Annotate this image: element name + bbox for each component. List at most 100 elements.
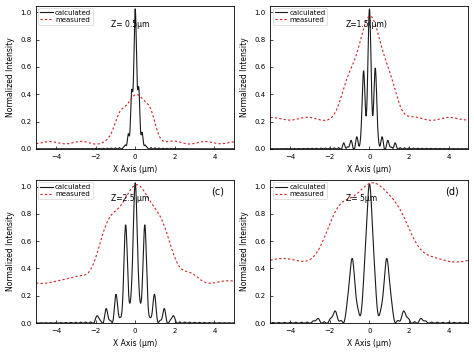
Y-axis label: Normalized Intensity: Normalized Intensity — [6, 37, 15, 117]
calculated — [462, 147, 467, 151]
Line: measured: measured — [271, 183, 468, 262]
measured — [109, 212, 115, 216]
calculated — [68, 147, 73, 151]
measured — [440, 258, 446, 262]
measured — [206, 140, 212, 144]
calculated — [228, 147, 233, 151]
Line: measured: measured — [36, 95, 234, 144]
measured — [465, 258, 471, 263]
calculated — [206, 147, 212, 151]
Legend: calculated, measured: calculated, measured — [273, 8, 328, 25]
measured — [118, 204, 124, 208]
calculated — [440, 320, 446, 325]
calculated — [366, 7, 372, 11]
measured — [109, 129, 115, 133]
Line: calculated: calculated — [36, 183, 234, 323]
measured — [367, 14, 373, 18]
Line: calculated: calculated — [271, 184, 468, 323]
calculated — [302, 321, 308, 325]
measured — [68, 141, 73, 145]
Line: calculated: calculated — [36, 9, 234, 149]
measured — [228, 279, 233, 283]
Legend: calculated, measured: calculated, measured — [273, 182, 328, 199]
measured — [134, 92, 139, 97]
Text: Z=2.5 μm: Z=2.5 μm — [111, 194, 150, 203]
measured — [290, 258, 296, 262]
calculated — [35, 321, 40, 325]
Text: Z= 0.5μm: Z= 0.5μm — [111, 20, 150, 29]
measured — [228, 140, 233, 144]
calculated — [344, 307, 349, 311]
calculated — [290, 321, 296, 325]
Y-axis label: Normalized Intensity: Normalized Intensity — [6, 212, 15, 291]
calculated — [465, 321, 471, 325]
measured — [302, 259, 308, 263]
Line: measured: measured — [36, 185, 234, 284]
measured — [56, 141, 62, 145]
measured — [344, 198, 349, 202]
measured — [268, 258, 273, 262]
calculated — [33, 147, 39, 151]
measured — [231, 279, 237, 284]
Y-axis label: Normalized Intensity: Normalized Intensity — [240, 212, 249, 291]
calculated — [68, 320, 73, 325]
X-axis label: X Axis (μm): X Axis (μm) — [347, 165, 392, 174]
calculated — [268, 321, 273, 325]
measured — [33, 281, 39, 285]
calculated — [33, 321, 39, 325]
calculated — [268, 147, 273, 151]
calculated — [462, 321, 467, 325]
Line: calculated: calculated — [271, 9, 468, 149]
measured — [93, 142, 99, 146]
measured — [290, 118, 296, 122]
measured — [370, 181, 375, 185]
calculated — [132, 181, 138, 185]
calculated — [118, 147, 124, 151]
Text: Z=1.5(μm): Z=1.5(μm) — [346, 20, 388, 29]
calculated — [231, 147, 237, 151]
X-axis label: X Axis (μm): X Axis (μm) — [113, 165, 157, 174]
Text: Z= 5μm: Z= 5μm — [346, 194, 377, 203]
Line: measured: measured — [271, 16, 468, 120]
calculated — [290, 147, 296, 151]
measured — [352, 193, 358, 198]
Text: (c): (c) — [211, 187, 224, 197]
measured — [134, 183, 140, 187]
calculated — [132, 7, 138, 11]
X-axis label: X Axis (μm): X Axis (μm) — [347, 339, 392, 348]
calculated — [118, 315, 124, 319]
calculated — [35, 147, 40, 151]
measured — [352, 57, 358, 61]
measured — [118, 108, 124, 112]
measured — [39, 281, 45, 286]
Legend: calculated, measured: calculated, measured — [38, 182, 93, 199]
measured — [33, 142, 39, 146]
calculated — [231, 321, 237, 325]
measured — [231, 140, 237, 144]
calculated — [109, 320, 115, 325]
measured — [344, 78, 349, 82]
Y-axis label: Normalized Intensity: Normalized Intensity — [240, 37, 249, 117]
measured — [465, 118, 471, 122]
calculated — [465, 147, 471, 151]
measured — [302, 115, 308, 120]
calculated — [352, 145, 358, 149]
Legend: calculated, measured: calculated, measured — [38, 8, 93, 25]
calculated — [302, 147, 308, 151]
calculated — [206, 320, 212, 325]
calculated — [366, 182, 372, 186]
measured — [440, 116, 446, 120]
X-axis label: X Axis (μm): X Axis (μm) — [113, 339, 157, 348]
measured — [453, 260, 459, 264]
measured — [268, 115, 273, 120]
calculated — [352, 282, 358, 286]
Text: (d): (d) — [445, 187, 458, 197]
measured — [462, 259, 467, 263]
calculated — [56, 321, 62, 325]
measured — [206, 281, 212, 285]
calculated — [56, 147, 62, 151]
measured — [321, 118, 327, 122]
measured — [68, 276, 73, 280]
measured — [462, 118, 467, 122]
calculated — [344, 146, 349, 150]
